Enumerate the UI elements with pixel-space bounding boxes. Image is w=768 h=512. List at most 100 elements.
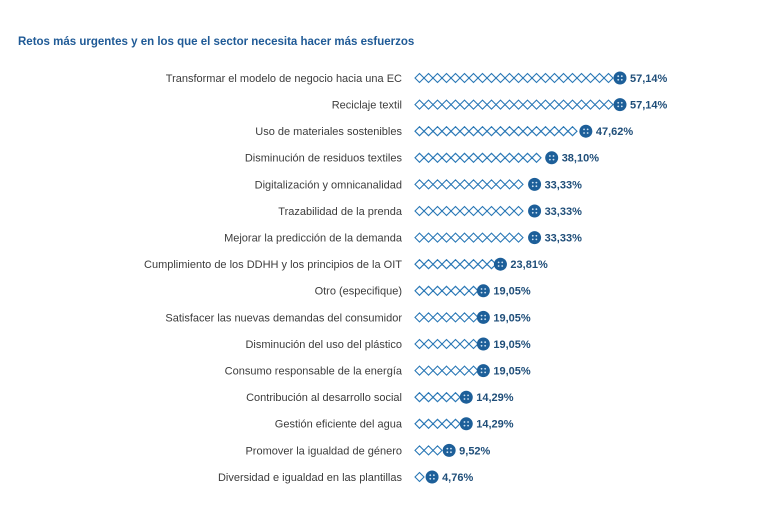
button-hole (531, 238, 534, 241)
button-hole (480, 341, 483, 344)
value-label: 19,05% (493, 286, 531, 298)
category-label: Cumplimiento de los DDHH y los principio… (144, 259, 402, 271)
button-hole (450, 447, 452, 450)
category-label: Disminución del uso del plástico (245, 339, 402, 351)
button-hole (535, 211, 538, 214)
diamond-chain (414, 471, 425, 483)
button-marker (476, 364, 490, 378)
button-hole (531, 185, 534, 188)
category-label: Uso de materiales sostenibles (255, 126, 402, 138)
button-hole (484, 291, 487, 294)
button-marker (459, 417, 473, 431)
button-hole (497, 261, 500, 264)
button-hole (480, 288, 483, 290)
button-hole (480, 318, 483, 321)
button-marker (528, 177, 542, 191)
button-hole (535, 208, 538, 211)
button-hole (463, 398, 466, 400)
button-marker (476, 337, 490, 351)
value-label: 19,05% (493, 366, 531, 378)
button-marker (579, 124, 593, 138)
diamond-chain (414, 232, 524, 243)
button-hole (531, 211, 534, 214)
button-hole (617, 78, 620, 81)
button-hole (501, 261, 504, 264)
diamond-chain (414, 365, 479, 376)
button-hole (531, 181, 534, 184)
button-hole (620, 78, 623, 81)
button-hole (617, 105, 620, 108)
value-label: 38,10% (562, 153, 600, 165)
button-hole (531, 234, 534, 237)
button-hole (535, 181, 538, 184)
value-label: 33,33% (545, 233, 583, 245)
diamond-chain (414, 152, 542, 164)
value-label: 14,29% (476, 419, 514, 431)
button-hole (583, 132, 585, 134)
button-hole (535, 238, 538, 241)
button-hole (548, 158, 551, 161)
button-hole (467, 398, 469, 400)
button-hole (484, 318, 487, 321)
value-label: 19,05% (493, 312, 531, 324)
button-hole (497, 265, 500, 267)
value-label: 47,62% (596, 126, 634, 138)
button-marker (459, 390, 473, 404)
category-label: Mejorar la predicción de la demanda (224, 233, 403, 245)
value-label: 4,76% (442, 472, 473, 484)
diamond-chain (414, 285, 479, 297)
value-label: 9,52% (459, 445, 490, 457)
button-hole (617, 75, 620, 78)
button-hole (535, 185, 538, 188)
diamond-chain (414, 338, 479, 350)
button-hole (586, 132, 589, 134)
value-label: 19,05% (493, 339, 531, 351)
button-hole (484, 344, 487, 347)
category-label: Consumo responsable de la energía (225, 366, 403, 378)
button-hole (463, 421, 466, 423)
button-hole (552, 155, 555, 157)
button-marker (613, 71, 627, 85)
button-hole (467, 424, 469, 427)
button-hole (548, 155, 551, 157)
button-hole (484, 314, 487, 317)
value-label: 57,14% (630, 100, 668, 112)
button-hole (432, 477, 435, 480)
button-hole (467, 394, 469, 397)
button-hole (620, 75, 623, 78)
value-label: 33,33% (545, 206, 583, 218)
button-hole (586, 128, 589, 131)
category-label: Digitalización y omnicanalidad (255, 179, 402, 191)
button-hole (480, 367, 483, 370)
button-hole (429, 477, 432, 480)
category-label: Gestión eficiente del agua (275, 419, 403, 431)
button-hole (484, 371, 487, 374)
button-hole (463, 424, 466, 427)
button-marker (425, 470, 439, 484)
button-hole (480, 371, 483, 374)
diamond-chain (414, 391, 461, 403)
diamond-chain (414, 418, 461, 430)
button-hole (583, 128, 585, 131)
button-hole (617, 101, 620, 104)
button-hole (501, 265, 504, 267)
value-label: 57,14% (630, 73, 668, 85)
button-marker (613, 98, 627, 112)
button-hole (531, 208, 534, 211)
button-marker (442, 443, 456, 457)
category-label: Satisfacer las nuevas demandas del consu… (165, 312, 402, 324)
button-hole (484, 288, 487, 290)
button-marker (476, 284, 490, 298)
button-hole (446, 451, 449, 454)
diamond-chain (414, 445, 443, 456)
button-hole (484, 341, 487, 344)
category-label: Otro (especifique) (315, 286, 402, 298)
diamond-chain (414, 72, 614, 84)
button-hole (432, 474, 435, 477)
diamond-chain (414, 258, 497, 270)
value-label: 33,33% (545, 179, 583, 191)
chart-title: Retos más urgentes y en los que el secto… (18, 36, 414, 48)
diamond-chain (414, 312, 479, 323)
button-hole (450, 451, 452, 454)
